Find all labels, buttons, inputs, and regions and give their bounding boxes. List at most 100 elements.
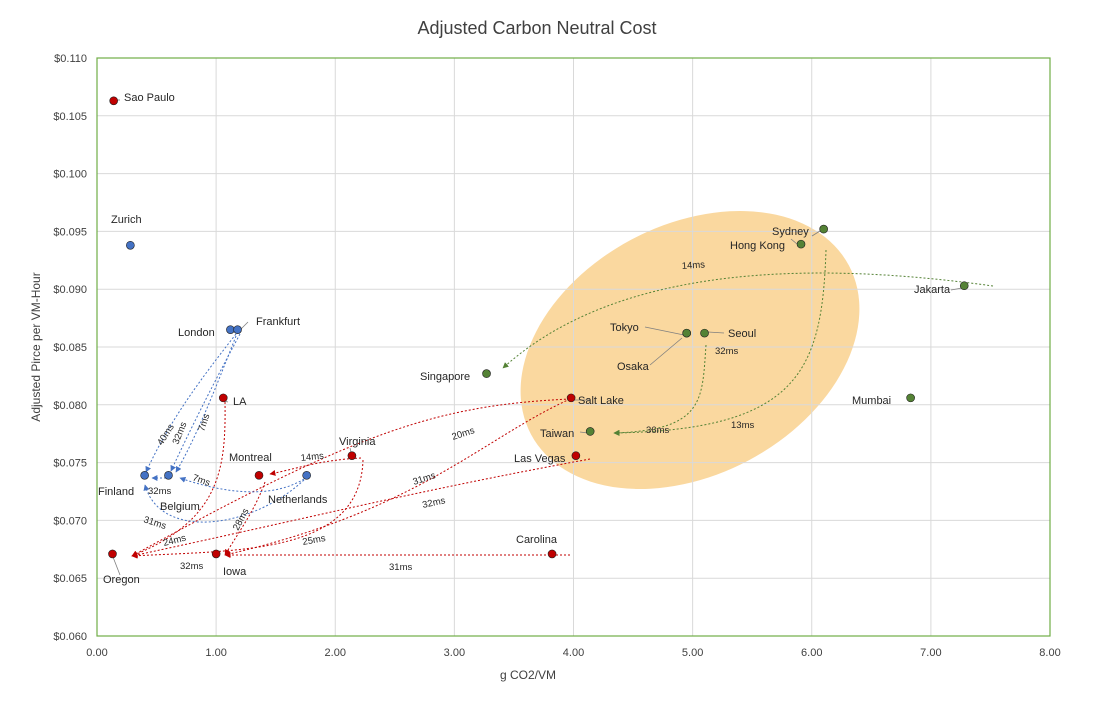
x-tick-label: 5.00 xyxy=(682,647,703,659)
label-montreal: Montreal xyxy=(229,452,272,464)
point-montreal xyxy=(254,471,264,480)
arrow-saltlake-oregon xyxy=(131,398,571,557)
latency-label: 32ms xyxy=(148,486,171,497)
y-tick-label: $0.100 xyxy=(53,169,87,181)
y-tick-label: $0.095 xyxy=(53,226,87,238)
arrow-lasvegas-oregon xyxy=(131,458,591,558)
point-carolina xyxy=(547,549,557,559)
label-finland: Finland xyxy=(98,486,134,498)
latency-label: 7ms xyxy=(196,412,212,433)
x-tick-label: 3.00 xyxy=(444,647,465,659)
arrow-seoul-taiwan xyxy=(613,344,707,436)
arrow-hongkong-taiwan xyxy=(613,249,827,436)
x-axis-label: g CO2/VM xyxy=(500,668,556,682)
latency-arrows xyxy=(131,249,994,559)
point-sydney xyxy=(819,224,828,234)
y-tick-label: $0.090 xyxy=(53,284,87,296)
label-carolina: Carolina xyxy=(516,534,558,546)
label-jakarta: Jakarta xyxy=(914,284,951,296)
chart-title: Adjusted Carbon Neutral Cost xyxy=(417,18,656,38)
arrow-virginia-oregon xyxy=(131,459,364,559)
point-singapore xyxy=(482,369,491,378)
point-osaka xyxy=(682,328,691,338)
latency-label: 14ms xyxy=(681,259,705,272)
arrow-jakarta-singapore xyxy=(502,272,994,369)
point-las-vegas xyxy=(571,451,581,460)
plot-border xyxy=(96,57,1051,637)
point-taiwan xyxy=(585,427,595,436)
y-tick-label: $0.080 xyxy=(53,400,87,412)
point-frankfurt xyxy=(233,325,242,334)
point-mumbai xyxy=(906,393,915,403)
label-iowa: Iowa xyxy=(223,566,247,578)
label-la: LA xyxy=(233,396,247,408)
x-tick-label: 4.00 xyxy=(563,647,584,659)
latency-label: 7ms xyxy=(191,472,212,489)
y-tick-label: $0.105 xyxy=(53,111,87,123)
point-la xyxy=(218,393,228,403)
latency-label: 28ms xyxy=(231,507,252,533)
point-iowa xyxy=(211,549,221,559)
arrow-saltlake-iowa xyxy=(224,398,571,557)
data-points xyxy=(108,96,969,559)
latency-label: 25ms xyxy=(302,533,327,548)
point-oregon xyxy=(108,549,117,559)
y-tick-label: $0.075 xyxy=(53,458,87,470)
label-zurich: Zurich xyxy=(111,214,142,226)
label-taiwan: Taiwan xyxy=(540,428,574,440)
x-tick-label: 7.00 xyxy=(920,647,941,659)
latency-label: 31ms xyxy=(412,470,438,488)
label-seoul: Seoul xyxy=(728,328,756,340)
point-seoul xyxy=(700,328,709,338)
latency-label: 13ms xyxy=(731,420,754,431)
y-tick-label: $0.085 xyxy=(53,342,87,354)
city-labels: Sao Paulo Zurich London Frankfurt LA Fin… xyxy=(98,92,951,586)
point-virginia xyxy=(347,451,357,460)
label-netherlands: Netherlands xyxy=(268,494,328,506)
point-belgium xyxy=(164,471,173,480)
y-tick-label: $0.060 xyxy=(53,631,87,643)
label-london: London xyxy=(178,327,215,339)
label-frankfurt: Frankfurt xyxy=(256,316,300,328)
latency-label: 14ms xyxy=(300,451,325,464)
label-singapore: Singapore xyxy=(420,371,470,383)
x-tick-label: 8.00 xyxy=(1039,647,1060,659)
label-virginia: Virginia xyxy=(339,436,376,448)
latency-label: 31ms xyxy=(389,562,412,573)
label-oregon: Oregon xyxy=(103,574,140,586)
y-axis-ticks: $0.060 $0.065 $0.070 $0.075 $0.080 $0.085 $0.0… xyxy=(53,53,87,643)
latency-label: 32ms xyxy=(171,420,190,446)
asia-highlight-ellipse xyxy=(520,210,860,490)
label-osaka: Osaka xyxy=(617,361,650,373)
point-finland xyxy=(140,471,149,480)
label-sydney: Sydney xyxy=(772,226,809,238)
point-london xyxy=(226,325,235,334)
x-tick-label: 6.00 xyxy=(801,647,822,659)
label-sao-paulo: Sao Paulo xyxy=(124,92,175,104)
arrow-london-belgium xyxy=(175,335,237,473)
x-tick-label: 0.00 xyxy=(86,647,107,659)
y-tick-label: $0.110 xyxy=(54,53,87,65)
arrow-montreal-iowa xyxy=(224,481,266,556)
y-axis-label: Adjusted Pirce per VM-Hour xyxy=(29,272,43,421)
x-axis-ticks: 0.00 1.00 2.00 3.00 4.00 5.00 6.00 7.00 8.00 xyxy=(86,647,1060,659)
latency-label: 31ms xyxy=(142,514,168,532)
x-tick-label: 2.00 xyxy=(325,647,346,659)
arrow-netherlands-finland xyxy=(143,479,305,523)
label-las-vegas: Las Vegas xyxy=(514,453,566,465)
latency-label: 32ms xyxy=(421,495,446,511)
latency-label: 36ms xyxy=(646,425,669,436)
point-jakarta xyxy=(959,281,969,291)
point-hong-kong xyxy=(796,239,806,249)
point-sao-paulo xyxy=(109,96,118,106)
label-tokyo: Tokyo xyxy=(610,322,639,334)
label-belgium: Belgium xyxy=(160,501,200,513)
y-tick-label: $0.065 xyxy=(53,573,87,585)
point-salt-lake xyxy=(566,393,576,403)
label-hong-kong: Hong Kong xyxy=(730,240,785,252)
point-zurich xyxy=(126,240,135,250)
latency-label: 32ms xyxy=(180,561,203,572)
point-netherlands xyxy=(302,471,311,480)
label-salt-lake: Salt Lake xyxy=(578,395,624,407)
